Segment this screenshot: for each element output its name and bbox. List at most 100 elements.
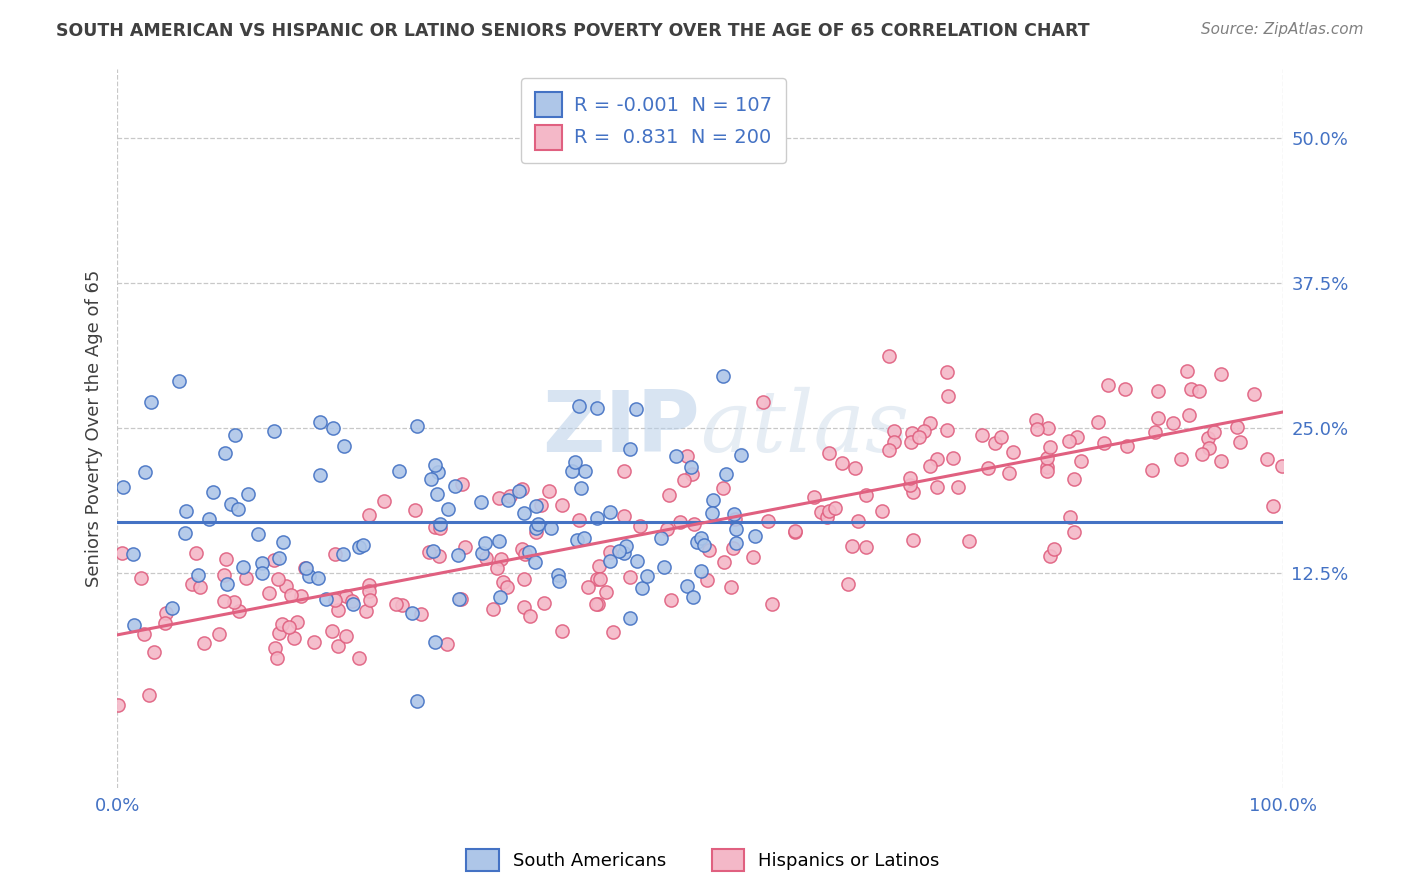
Point	[436, 637, 458, 651]
Point	[631, 581, 654, 595]
Point	[357, 578, 380, 592]
Point	[359, 592, 381, 607]
Point	[713, 555, 735, 569]
Point	[357, 508, 380, 522]
Point	[744, 529, 766, 543]
Point	[271, 535, 294, 549]
Point	[533, 596, 555, 610]
Point	[883, 424, 905, 438]
Point	[1209, 367, 1232, 381]
Point	[657, 523, 679, 537]
Point	[837, 577, 859, 591]
Point	[524, 521, 547, 535]
Point	[783, 524, 806, 539]
Point	[499, 489, 522, 503]
Point	[665, 449, 688, 463]
Point	[124, 618, 146, 632]
Point	[429, 521, 451, 535]
Point	[427, 549, 450, 563]
Point	[551, 498, 574, 512]
Point	[373, 493, 395, 508]
Point	[496, 493, 519, 508]
Point	[524, 524, 547, 539]
Point	[508, 484, 530, 499]
Point	[918, 458, 941, 473]
Point	[716, 467, 738, 481]
Point	[785, 524, 807, 538]
Point	[901, 485, 924, 500]
Point	[326, 603, 349, 617]
Point	[817, 446, 839, 460]
Point	[569, 481, 592, 495]
Point	[426, 465, 449, 479]
Point	[443, 479, 465, 493]
Point	[681, 460, 703, 475]
Point	[595, 585, 617, 599]
Point	[302, 635, 325, 649]
Text: SOUTH AMERICAN VS HISPANIC OR LATINO SENIORS POVERTY OVER THE AGE OF 65 CORRELAT: SOUTH AMERICAN VS HISPANIC OR LATINO SEN…	[56, 22, 1090, 40]
Point	[214, 445, 236, 459]
Point	[683, 516, 706, 531]
Point	[267, 626, 290, 640]
Point	[222, 594, 245, 608]
Point	[586, 511, 609, 525]
Point	[488, 590, 510, 604]
Point	[540, 521, 562, 535]
Point	[970, 428, 993, 442]
Point	[1256, 451, 1278, 466]
Point	[586, 572, 609, 586]
Point	[1066, 430, 1088, 444]
Point	[870, 504, 893, 518]
Point	[283, 632, 305, 646]
Point	[1226, 420, 1249, 434]
Point	[561, 464, 583, 478]
Point	[1177, 408, 1199, 422]
Point	[636, 569, 658, 583]
Point	[423, 635, 446, 649]
Point	[513, 600, 536, 615]
Point	[602, 624, 624, 639]
Point	[1036, 464, 1059, 478]
Point	[122, 547, 145, 561]
Point	[221, 497, 243, 511]
Point	[652, 559, 675, 574]
Point	[752, 394, 775, 409]
Point	[1070, 454, 1092, 468]
Point	[724, 512, 747, 526]
Point	[918, 416, 941, 430]
Point	[298, 568, 321, 582]
Point	[215, 552, 238, 566]
Point	[948, 480, 970, 494]
Point	[724, 536, 747, 550]
Point	[352, 538, 374, 552]
Point	[322, 421, 344, 435]
Point	[519, 609, 541, 624]
Point	[1188, 384, 1211, 398]
Point	[551, 624, 574, 638]
Point	[224, 428, 246, 442]
Point	[257, 586, 280, 600]
Point	[599, 544, 621, 558]
Point	[1161, 416, 1184, 430]
Point	[515, 547, 537, 561]
Point	[513, 506, 536, 520]
Point	[228, 604, 250, 618]
Point	[626, 554, 648, 568]
Point	[308, 415, 330, 429]
Point	[323, 592, 346, 607]
Point	[686, 534, 709, 549]
Point	[451, 477, 474, 491]
Point	[143, 645, 166, 659]
Point	[111, 546, 134, 560]
Point	[347, 541, 370, 555]
Point	[235, 571, 257, 585]
Point	[391, 598, 413, 612]
Point	[723, 507, 745, 521]
Point	[496, 580, 519, 594]
Point	[347, 650, 370, 665]
Point	[491, 574, 513, 589]
Point	[588, 559, 610, 574]
Point	[1263, 500, 1285, 514]
Point	[406, 418, 429, 433]
Point	[426, 487, 449, 501]
